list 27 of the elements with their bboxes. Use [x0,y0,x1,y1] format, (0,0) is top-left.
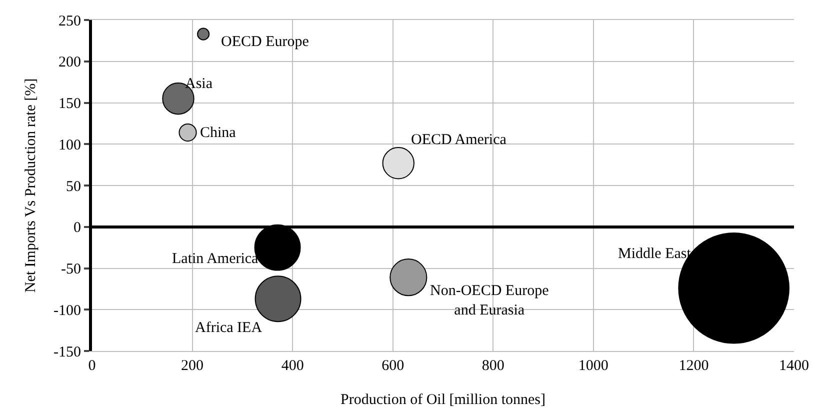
y-tick-label: -100 [54,302,81,319]
x-tick-label: 1000 [578,358,608,374]
x-tick-label: 600 [382,358,404,374]
y-tick-label: 100 [58,137,81,154]
series-label: Latin America [172,251,259,267]
series-label: Middle East [618,246,692,262]
series-label: China [200,125,236,141]
y-tick-label: 250 [58,13,81,30]
y-tick-label: 0 [74,220,81,236]
x-axis-title: Production of Oil [million tonnes] [340,392,546,408]
x-tick-label: 0 [88,358,96,374]
y-tick-label: 200 [58,54,81,71]
x-tick-label: 200 [181,358,204,374]
x-tick-label: 1400 [779,358,809,374]
series-label: Non-OECD Europe and Eurasia [430,283,550,318]
x-tick-label: 800 [482,358,504,374]
x-tick-label: 1200 [678,358,709,374]
y-tick-label: 150 [58,96,81,112]
series-label: OECD Europe [221,34,310,50]
series-label: Africa IEA [195,320,262,336]
x-tick-label: 400 [281,358,304,374]
y-tick-label: 50 [66,178,81,195]
y-tick-label: -150 [54,344,81,360]
series-label: OECD America [411,132,507,148]
series-label: Asia [185,76,213,92]
y-tick-label: -50 [61,262,81,278]
y-axis-title: Net Imports Vs Production rate [%] [22,78,39,293]
